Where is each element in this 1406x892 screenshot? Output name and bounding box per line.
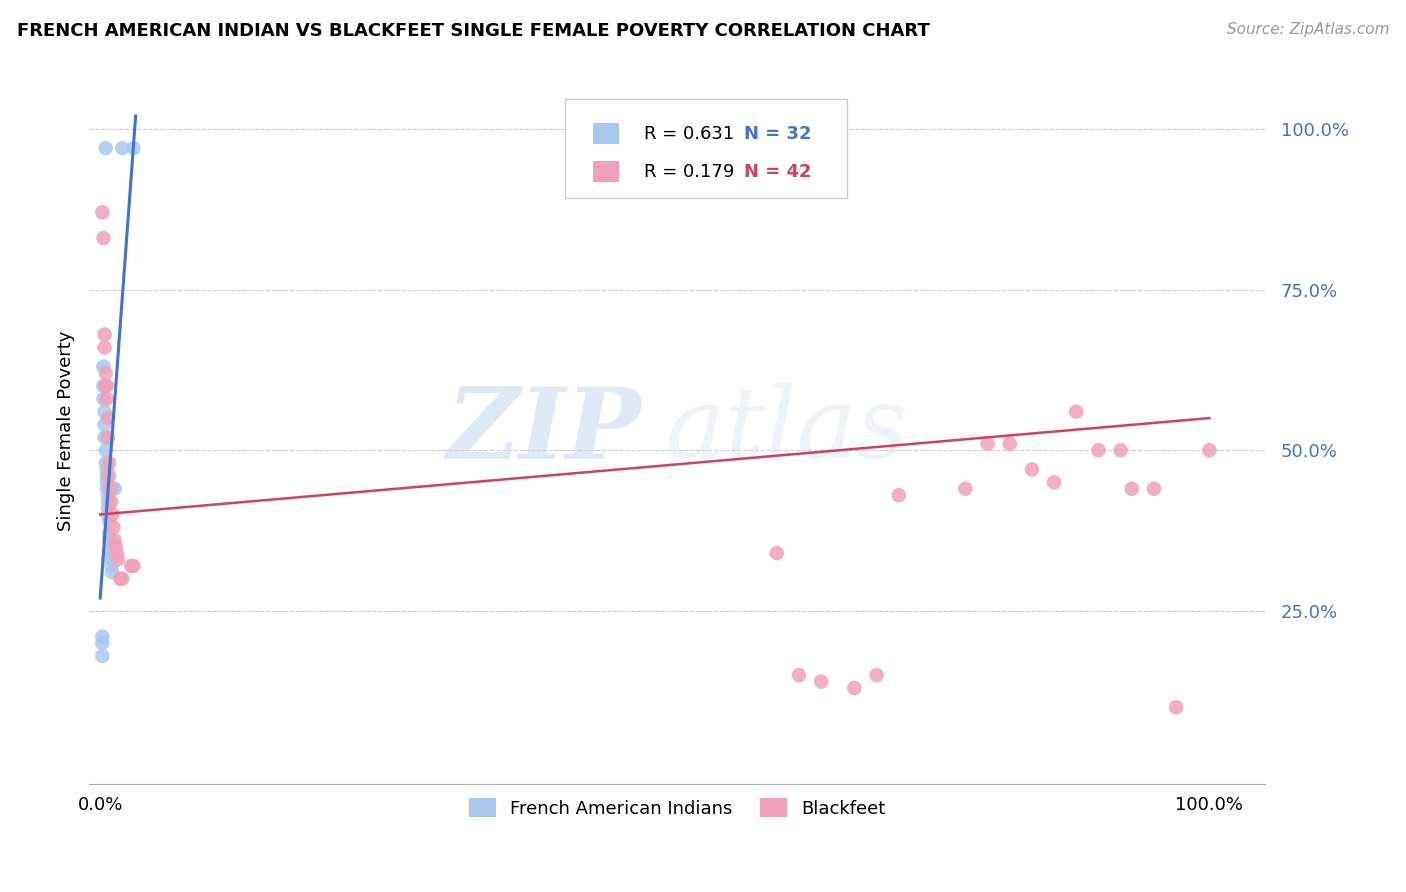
Point xyxy=(97,488,120,502)
Point xyxy=(98,526,121,541)
Point xyxy=(91,636,114,650)
Point xyxy=(108,572,131,586)
Point xyxy=(765,546,787,560)
Point xyxy=(96,469,118,483)
Point xyxy=(103,520,125,534)
Point xyxy=(104,540,127,554)
Point xyxy=(107,552,129,566)
Point xyxy=(97,411,120,425)
Point xyxy=(1198,443,1220,458)
Point xyxy=(111,572,134,586)
Y-axis label: Single Female Poverty: Single Female Poverty xyxy=(58,331,75,531)
Point xyxy=(98,469,121,483)
Text: Source: ZipAtlas.com: Source: ZipAtlas.com xyxy=(1226,22,1389,37)
Point xyxy=(91,205,114,219)
Point xyxy=(93,430,115,444)
Point xyxy=(103,482,125,496)
Point xyxy=(998,437,1021,451)
Point xyxy=(94,379,117,393)
Point xyxy=(93,231,115,245)
Text: ZIP: ZIP xyxy=(447,383,641,479)
Point xyxy=(97,508,120,522)
Text: FRENCH AMERICAN INDIAN VS BLACKFEET SINGLE FEMALE POVERTY CORRELATION CHART: FRENCH AMERICAN INDIAN VS BLACKFEET SING… xyxy=(17,22,929,40)
Point xyxy=(96,475,118,490)
Point xyxy=(97,430,120,444)
FancyBboxPatch shape xyxy=(593,123,620,145)
Point xyxy=(94,141,117,155)
Point xyxy=(101,566,124,580)
Text: N = 42: N = 42 xyxy=(744,163,811,181)
Point xyxy=(93,379,115,393)
Point xyxy=(97,501,120,516)
Point xyxy=(120,558,142,573)
Point xyxy=(97,494,120,508)
Point xyxy=(103,533,125,548)
Point xyxy=(93,327,115,342)
Point xyxy=(122,141,145,155)
Point xyxy=(103,482,125,496)
Point xyxy=(93,340,115,354)
Point xyxy=(105,546,128,560)
Point xyxy=(93,359,115,374)
Point xyxy=(1021,462,1043,476)
Point xyxy=(98,546,121,560)
Point xyxy=(93,404,115,418)
Point xyxy=(1087,443,1109,458)
Legend: French American Indians, Blackfeet: French American Indians, Blackfeet xyxy=(461,791,893,825)
Point xyxy=(122,558,145,573)
Text: R = 0.631: R = 0.631 xyxy=(644,125,734,143)
Point xyxy=(98,514,121,528)
Point xyxy=(1143,482,1166,496)
Point xyxy=(1121,482,1143,496)
Point xyxy=(810,674,832,689)
Point xyxy=(844,681,866,695)
Point xyxy=(93,417,115,432)
Point xyxy=(96,462,118,476)
Point xyxy=(111,141,134,155)
Point xyxy=(98,533,121,548)
Point xyxy=(100,558,122,573)
Point xyxy=(100,494,122,508)
Point xyxy=(91,648,114,663)
FancyBboxPatch shape xyxy=(593,161,620,183)
Text: atlas: atlas xyxy=(665,384,908,479)
Point xyxy=(91,630,114,644)
Point xyxy=(955,482,977,496)
Text: R = 0.179: R = 0.179 xyxy=(644,163,734,181)
Point xyxy=(93,392,115,406)
Point xyxy=(94,456,117,470)
Point xyxy=(1043,475,1066,490)
Point xyxy=(976,437,998,451)
Point xyxy=(1164,700,1187,714)
Point xyxy=(865,668,887,682)
Point xyxy=(887,488,910,502)
Point xyxy=(94,443,117,458)
Point xyxy=(96,392,118,406)
Point xyxy=(94,366,117,380)
Point xyxy=(98,482,121,496)
Point xyxy=(100,552,122,566)
Point xyxy=(1064,404,1087,418)
FancyBboxPatch shape xyxy=(565,99,848,198)
Point xyxy=(96,379,118,393)
Point xyxy=(787,668,810,682)
Point xyxy=(98,540,121,554)
Point xyxy=(98,456,121,470)
Point xyxy=(1109,443,1132,458)
Point xyxy=(101,508,124,522)
Point xyxy=(96,482,118,496)
Text: N = 32: N = 32 xyxy=(744,125,811,143)
